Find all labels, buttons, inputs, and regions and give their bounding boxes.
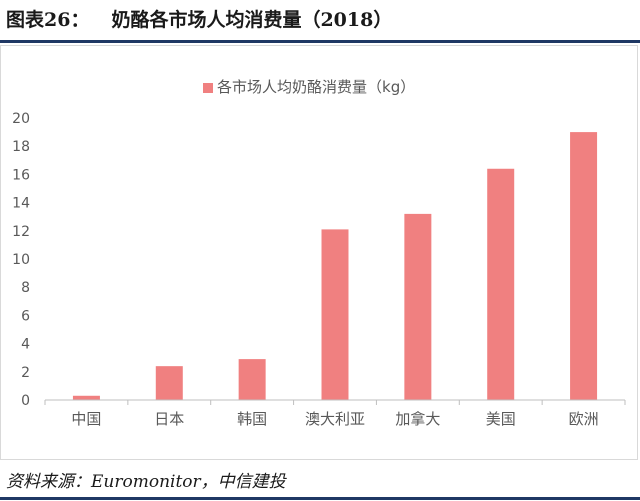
top-rule — [0, 40, 640, 43]
bar — [404, 213, 432, 400]
x-tick-label: 美国 — [486, 410, 516, 428]
x-tick-label: 加拿大 — [395, 410, 440, 428]
x-axis: 中国 日本 韩国 澳大利亚 加拿大 美国 欧洲 — [44, 400, 626, 428]
y-tick-label: 2 — [21, 365, 30, 381]
legend-swatch — [203, 83, 213, 93]
y-tick-label: 6 — [21, 308, 30, 324]
bars — [72, 132, 598, 400]
y-tick-label: 16 — [12, 167, 30, 183]
chart-frame — [0, 45, 638, 460]
y-tick-label: 20 — [12, 111, 30, 127]
y-tick-label: 4 — [21, 337, 30, 353]
figure-label: 图表26： — [6, 9, 90, 31]
y-tick-label: 10 — [12, 252, 30, 268]
y-tick-label: 12 — [12, 224, 30, 240]
legend-label: 各市场人均奶酪消费量（kg） — [217, 78, 415, 96]
legend: 各市场人均奶酪消费量（kg） — [203, 78, 415, 96]
x-tick-label: 中国 — [71, 410, 101, 428]
figure-title-text: 奶酪各市场人均消费量（2018） — [111, 9, 393, 31]
source-note: 资料来源：Euromonitor，中信建投 — [6, 472, 286, 492]
bar — [570, 132, 598, 400]
figure-title: 图表26： 奶酪各市场人均消费量（2018） — [6, 4, 392, 36]
y-tick-label: 0 — [21, 393, 30, 409]
bar — [238, 359, 266, 400]
bottom-rule — [0, 497, 640, 500]
y-tick-label: 8 — [21, 280, 30, 296]
bar — [321, 229, 349, 400]
bar — [487, 168, 515, 400]
y-tick-label: 14 — [12, 196, 30, 212]
x-tick-label: 澳大利亚 — [305, 410, 365, 428]
y-axis: 0 2 4 6 8 10 12 14 16 18 20 — [12, 111, 30, 409]
x-tick-label: 日本 — [154, 410, 184, 428]
bar — [72, 395, 100, 400]
x-tick-label: 韩国 — [237, 410, 267, 428]
x-tick-label: 欧洲 — [569, 410, 599, 428]
y-tick-label: 18 — [12, 139, 30, 155]
bar — [155, 366, 183, 400]
